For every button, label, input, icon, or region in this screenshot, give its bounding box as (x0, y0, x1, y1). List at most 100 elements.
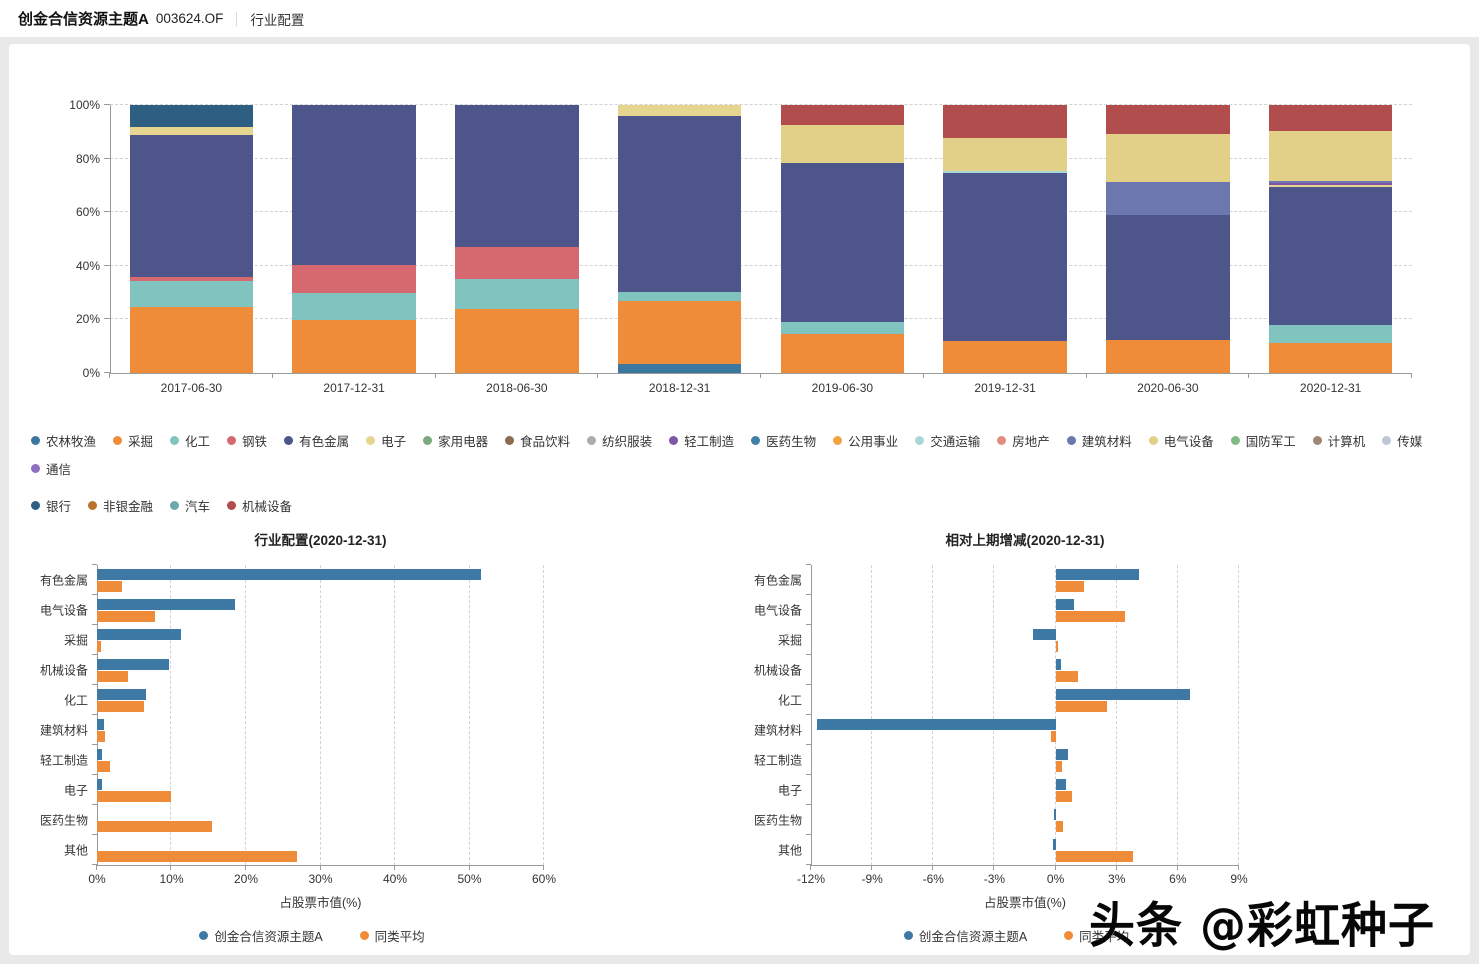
legend-item-6[interactable]: 家用电器 (423, 431, 488, 450)
legend-item-17[interactable]: 计算机 (1312, 431, 1365, 450)
legend-item-0[interactable]: 农林牧渔 (31, 431, 96, 450)
category-axis-tick (92, 714, 97, 715)
legend-item-23[interactable]: 机械设备 (227, 496, 292, 515)
y-tick-label: 60% (75, 205, 100, 220)
legend-dot-icon (997, 436, 1007, 445)
legend-item-15[interactable]: 电气设备 (1148, 431, 1214, 450)
legend-item-label: 电气设备 (1163, 435, 1214, 449)
legend-dot-icon (1230, 436, 1240, 445)
legend-item-1[interactable]: 采掘 (113, 431, 153, 450)
stacked-bar-segment (455, 247, 579, 279)
x-axis-name: 占股票市值(%) (279, 896, 362, 910)
legend-item-label: 化工 (185, 435, 211, 449)
series-bar (1055, 688, 1191, 700)
y-tick-label: 40% (75, 258, 100, 273)
legend-dot-icon (1064, 931, 1074, 940)
legend-item-19[interactable]: 通信 (31, 459, 71, 478)
stacked-bar-segment (292, 292, 416, 321)
x-tick-label: 40% (382, 872, 407, 886)
category-axis-tick (92, 654, 97, 655)
legend-item-12[interactable]: 交通运输 (915, 431, 980, 450)
legend-item-7[interactable]: 食品饮料 (505, 431, 570, 450)
legend-dot-icon (113, 436, 123, 445)
legend-item-label: 机械设备 (242, 500, 293, 514)
legend-item-label: 医药生物 (766, 435, 817, 449)
category-axis-tick (806, 564, 811, 565)
series-bar (1053, 808, 1056, 820)
chart-title: 行业配置(2020-12-31) (254, 533, 387, 548)
legend-item-14[interactable]: 建筑材料 (1066, 431, 1132, 450)
x-tick-label: 20% (233, 872, 258, 886)
legend-dot-icon (199, 931, 209, 940)
x-tick-label: -9% (861, 872, 883, 886)
legend-item-10[interactable]: 医药生物 (751, 431, 816, 450)
legend-item-label: 汽车 (185, 500, 211, 514)
legend-item-9[interactable]: 轻工制造 (669, 431, 734, 450)
legend-item-label: 纺织服装 (602, 435, 653, 449)
legend-dot-icon (1066, 436, 1076, 445)
stacked-bar (292, 105, 416, 373)
y-axis-tick (104, 157, 110, 159)
category-label: 电气设备 (753, 603, 802, 618)
legend-item-11[interactable]: 公用事业 (833, 431, 898, 450)
x-tick-label: 2017-12-31 (323, 381, 385, 395)
stacked-bar-segment (617, 363, 742, 373)
chart-title: 相对上期增减(2020-12-31) (945, 533, 1105, 548)
legend-dot-icon (751, 436, 761, 445)
series-legend-label: 创金合信资源主题A (918, 930, 1028, 944)
legend-item-13[interactable]: 房地产 (997, 431, 1050, 450)
legend-dot-icon (88, 501, 98, 510)
series-bar (1055, 700, 1107, 712)
legend-item-16[interactable]: 国防军工 (1230, 431, 1296, 450)
category-axis-tick (806, 834, 811, 835)
legend-item-label: 有色金属 (299, 435, 350, 449)
stacked-bar-segment (943, 340, 1067, 373)
category-label: 其他 (777, 843, 802, 858)
legend-item-8[interactable]: 纺织服装 (587, 431, 652, 450)
legend-item-4[interactable]: 有色金属 (284, 431, 349, 450)
x-axis-tick (1115, 865, 1117, 870)
series-bar (97, 748, 103, 760)
series-legend-item-1[interactable]: 同类平均 (1064, 926, 1129, 945)
y-axis-tick (104, 264, 110, 266)
series-legend-item-0[interactable]: 创金合信资源主题A (199, 926, 323, 945)
legend-item-21[interactable]: 非银金融 (88, 496, 153, 515)
series-bar (97, 580, 122, 592)
x-gridline (1054, 565, 1056, 865)
x-axis-tick (1085, 373, 1087, 378)
category-axis-tick (92, 774, 97, 775)
legend-item-22[interactable]: 汽车 (170, 496, 210, 515)
legend-item-label: 食品饮料 (520, 435, 571, 449)
x-axis-line (811, 865, 1239, 866)
series-bar (1055, 820, 1063, 832)
category-label: 医药生物 (753, 813, 802, 828)
x-axis-tick (1176, 865, 1178, 870)
y-tick-label: 80% (75, 151, 100, 166)
stacked-bar-segment (617, 105, 742, 116)
legend-item-2[interactable]: 化工 (170, 431, 210, 450)
y-gridline (110, 104, 1412, 105)
series-bar (1055, 790, 1072, 802)
legend-dot-icon (31, 501, 40, 510)
legend-item-20[interactable]: 银行 (31, 496, 71, 515)
x-gridline (393, 565, 395, 865)
stacked-bar-segment (943, 172, 1067, 341)
legend-item-label: 国防军工 (1245, 435, 1296, 449)
series-legend-label: 同类平均 (1079, 930, 1130, 944)
series-legend-item-1[interactable]: 同类平均 (359, 926, 425, 945)
legend-dot-icon (587, 436, 597, 445)
legend-item-18[interactable]: 传媒 (1382, 431, 1422, 450)
x-axis-tick (468, 865, 470, 870)
category-label: 机械设备 (753, 663, 802, 678)
series-legend-item-0[interactable]: 创金合信资源主题A (903, 926, 1028, 945)
x-tick-label: 10% (159, 872, 184, 886)
legend-item-5[interactable]: 电子 (366, 431, 406, 450)
series-bar (1055, 658, 1061, 670)
legend-item-label: 非银金融 (103, 500, 154, 514)
legend-item-label: 轻工制造 (684, 435, 735, 449)
x-axis-tick (434, 373, 436, 378)
category-label: 电子 (777, 783, 802, 798)
x-axis-tick (271, 373, 273, 378)
legend-item-3[interactable]: 钢铁 (227, 431, 267, 450)
series-bar (97, 628, 182, 640)
